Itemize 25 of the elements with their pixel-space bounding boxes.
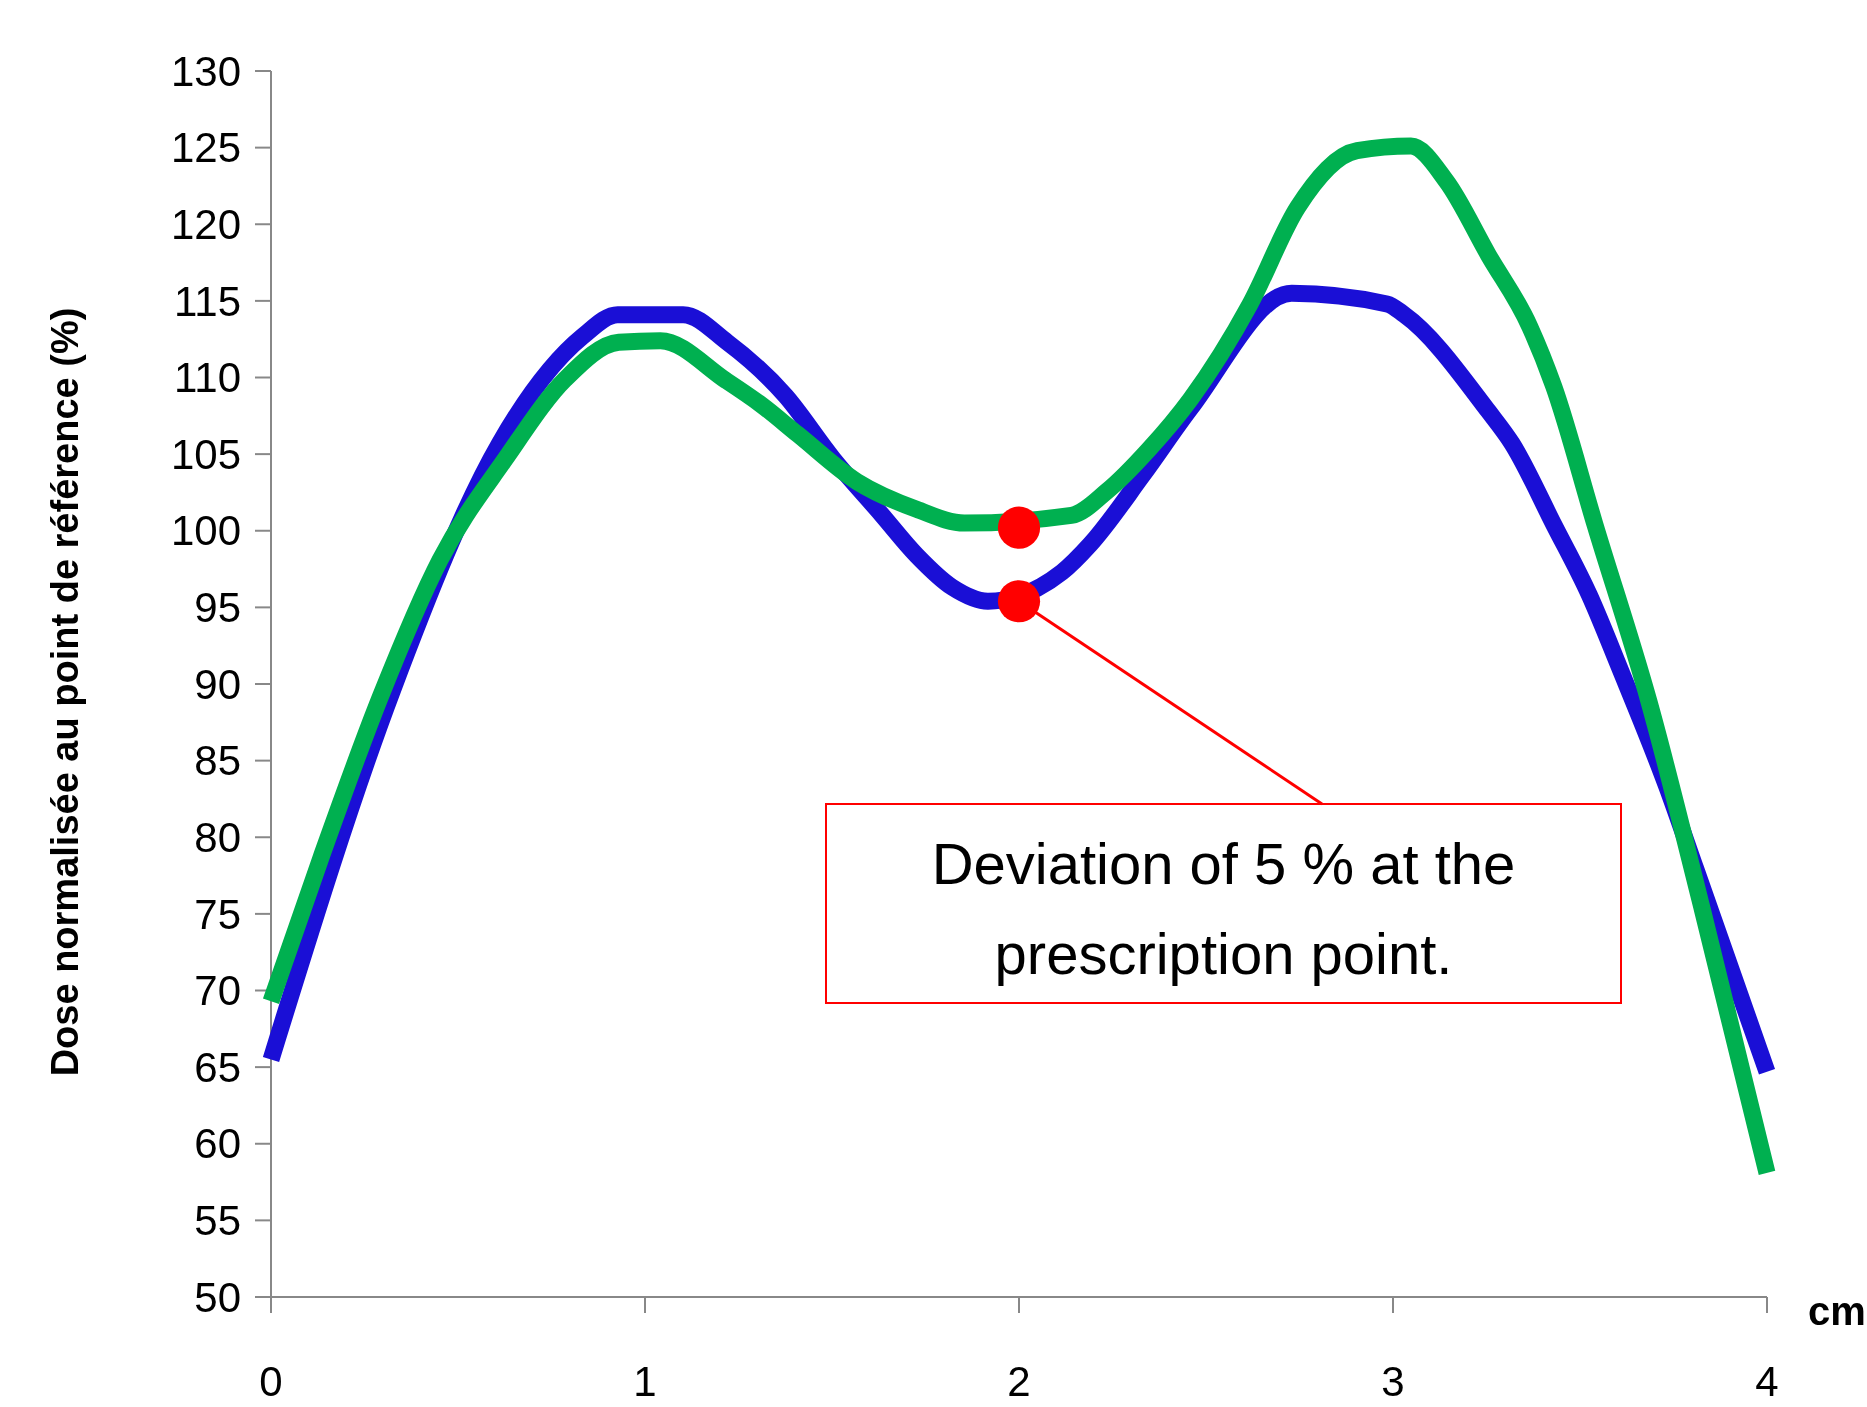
y-tick-label: 80: [194, 813, 241, 861]
y-axis-title: Dose normalisée au point de référence (%): [44, 307, 86, 1077]
y-tick-label: 50: [194, 1273, 241, 1321]
y-tick-label: 120: [170, 200, 241, 248]
y-tick-label: 75: [194, 890, 241, 938]
y-tick-label: 115: [174, 277, 241, 325]
x-tick-label: 2: [1007, 1358, 1031, 1405]
y-tick-label: 70: [194, 967, 241, 1015]
x-tick-label: 1: [633, 1358, 657, 1405]
y-tick-label: 85: [194, 737, 241, 785]
y-tick-label: 105: [170, 430, 241, 478]
x-tick-label: 3: [1381, 1358, 1405, 1405]
x-axis-title: cm: [1808, 1289, 1866, 1333]
y-tick-label: 60: [194, 1120, 241, 1168]
x-tick-label: 0: [259, 1358, 283, 1405]
y-tick-label: 125: [170, 124, 241, 172]
x-tick-label: 4: [1755, 1358, 1779, 1405]
annotation: Deviation of 5 % at the prescription point.: [931, 831, 1516, 986]
y-tick-label: 130: [170, 47, 241, 95]
y-tick-label: 100: [170, 507, 241, 555]
y-tick-label: 90: [194, 660, 241, 708]
y-tick-label: 55: [194, 1197, 241, 1245]
y-tick-label: 65: [194, 1043, 241, 1091]
y-tick-label: 110: [174, 354, 241, 402]
y-tick-label: 95: [194, 584, 241, 632]
